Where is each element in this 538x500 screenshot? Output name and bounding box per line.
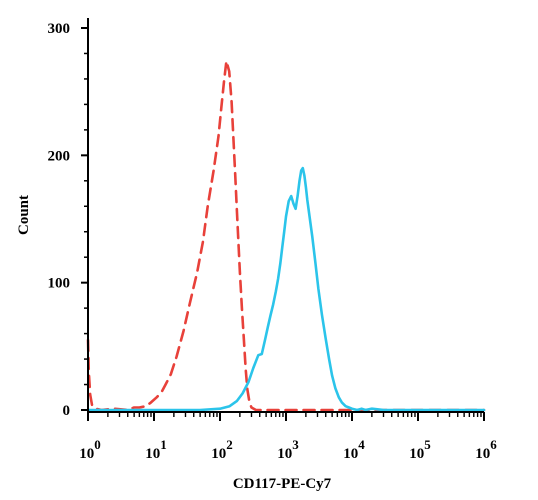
x-tick-label: 104 — [343, 437, 365, 462]
x-tick-label: 105 — [409, 437, 431, 462]
y-tick-label: 100 — [48, 276, 71, 292]
x-tick-label: 103 — [277, 437, 299, 462]
control-histogram-line — [86, 59, 486, 412]
y-tick-layer: 0 100 200 300 — [48, 21, 88, 419]
y-axis-title: Count — [16, 195, 32, 235]
y-tick-label: 200 — [48, 148, 71, 164]
y-tick-label: 0 — [63, 403, 71, 419]
x-tick-layer: 100 101 102 103 104 105 106 — [79, 412, 497, 462]
x-axis-title: CD117-PE-Cy7 — [233, 476, 332, 492]
x-tick-label: 102 — [211, 437, 233, 462]
x-tick-label: 100 — [79, 437, 101, 462]
stained-histogram-line — [86, 166, 486, 412]
series-layer — [86, 59, 486, 412]
y-tick-label: 300 — [48, 21, 71, 37]
x-tick-label: 101 — [145, 437, 167, 462]
x-tick-label: 106 — [475, 437, 497, 462]
